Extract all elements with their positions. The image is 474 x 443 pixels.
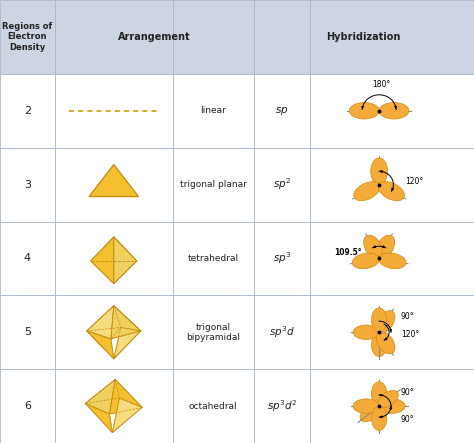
Bar [310,295,474,369]
Ellipse shape [360,404,380,422]
Text: 90°: 90° [401,312,414,321]
Text: 5: 5 [24,327,31,337]
Ellipse shape [372,308,387,332]
Ellipse shape [364,235,383,259]
Text: 90°: 90° [401,389,414,397]
Bar [55,0,173,74]
Ellipse shape [371,158,388,185]
Ellipse shape [353,325,379,339]
Ellipse shape [372,332,387,357]
Ellipse shape [379,253,406,269]
Polygon shape [85,380,115,414]
Bar [0,295,55,369]
Bar [0,148,55,222]
Bar [254,295,310,369]
Text: 3: 3 [24,179,31,190]
Ellipse shape [379,102,409,119]
Bar [173,295,254,369]
Ellipse shape [349,102,379,119]
Text: 180°: 180° [372,81,390,89]
Ellipse shape [379,399,405,413]
Bar [310,74,474,148]
Ellipse shape [376,235,395,259]
Text: octahedral: octahedral [189,402,237,411]
Polygon shape [111,306,141,339]
Bar [254,74,310,148]
Polygon shape [85,380,119,404]
Bar [173,148,254,222]
Text: $\mathit{sp}$: $\mathit{sp}$ [275,105,289,117]
Text: 120°: 120° [401,330,419,338]
Text: linear: linear [201,106,226,115]
Ellipse shape [378,182,404,201]
Text: 4: 4 [24,253,31,264]
Text: $\mathit{sp}^{3}d^{2}$: $\mathit{sp}^{3}d^{2}$ [267,398,297,414]
Ellipse shape [352,253,379,269]
Text: $\mathit{sp}^{3}$: $\mathit{sp}^{3}$ [273,251,292,266]
Text: 6: 6 [24,401,31,411]
Bar [55,222,173,295]
Polygon shape [87,306,114,339]
Polygon shape [91,237,137,261]
Bar [173,0,254,74]
Bar [254,0,310,74]
Text: $\mathit{sp}^{2}$: $\mathit{sp}^{2}$ [273,177,291,192]
Bar [55,369,173,443]
Bar [55,74,173,148]
Bar [55,295,173,369]
Ellipse shape [376,331,395,354]
Ellipse shape [372,406,387,431]
Ellipse shape [353,399,379,413]
Bar [0,369,55,443]
Bar [173,369,254,443]
Text: 90°: 90° [401,415,414,424]
Ellipse shape [372,382,387,406]
Bar [310,148,474,222]
Polygon shape [91,237,114,284]
Text: Hybridization: Hybridization [327,32,401,42]
Bar [254,148,310,222]
Polygon shape [114,237,137,284]
Bar [55,148,173,222]
Bar [254,222,310,295]
Bar [173,222,254,295]
Text: $\mathit{sp}^{3}d$: $\mathit{sp}^{3}d$ [269,324,295,340]
Polygon shape [87,331,114,359]
Bar [0,74,55,148]
Ellipse shape [378,390,398,408]
Text: tetrahedral: tetrahedral [188,254,239,263]
Bar [310,222,474,295]
Polygon shape [109,380,142,414]
Polygon shape [85,404,112,433]
Polygon shape [89,165,138,197]
Polygon shape [112,398,142,433]
Bar [310,0,474,74]
Text: Arrangement: Arrangement [118,32,191,42]
Text: Regions of
Electron
Density: Regions of Electron Density [2,22,53,52]
Bar [173,74,254,148]
Text: trigonal
bipyramidal: trigonal bipyramidal [186,323,240,342]
Bar [254,369,310,443]
Ellipse shape [376,311,395,333]
Bar [0,0,55,74]
Text: trigonal planar: trigonal planar [180,180,247,189]
Text: 2: 2 [24,106,31,116]
Bar [0,222,55,295]
Polygon shape [114,306,141,331]
Text: 109.5°: 109.5° [334,248,361,257]
Polygon shape [114,327,141,359]
Bar [310,369,474,443]
Text: 120°: 120° [405,177,423,186]
Polygon shape [115,380,142,408]
Ellipse shape [354,182,380,201]
